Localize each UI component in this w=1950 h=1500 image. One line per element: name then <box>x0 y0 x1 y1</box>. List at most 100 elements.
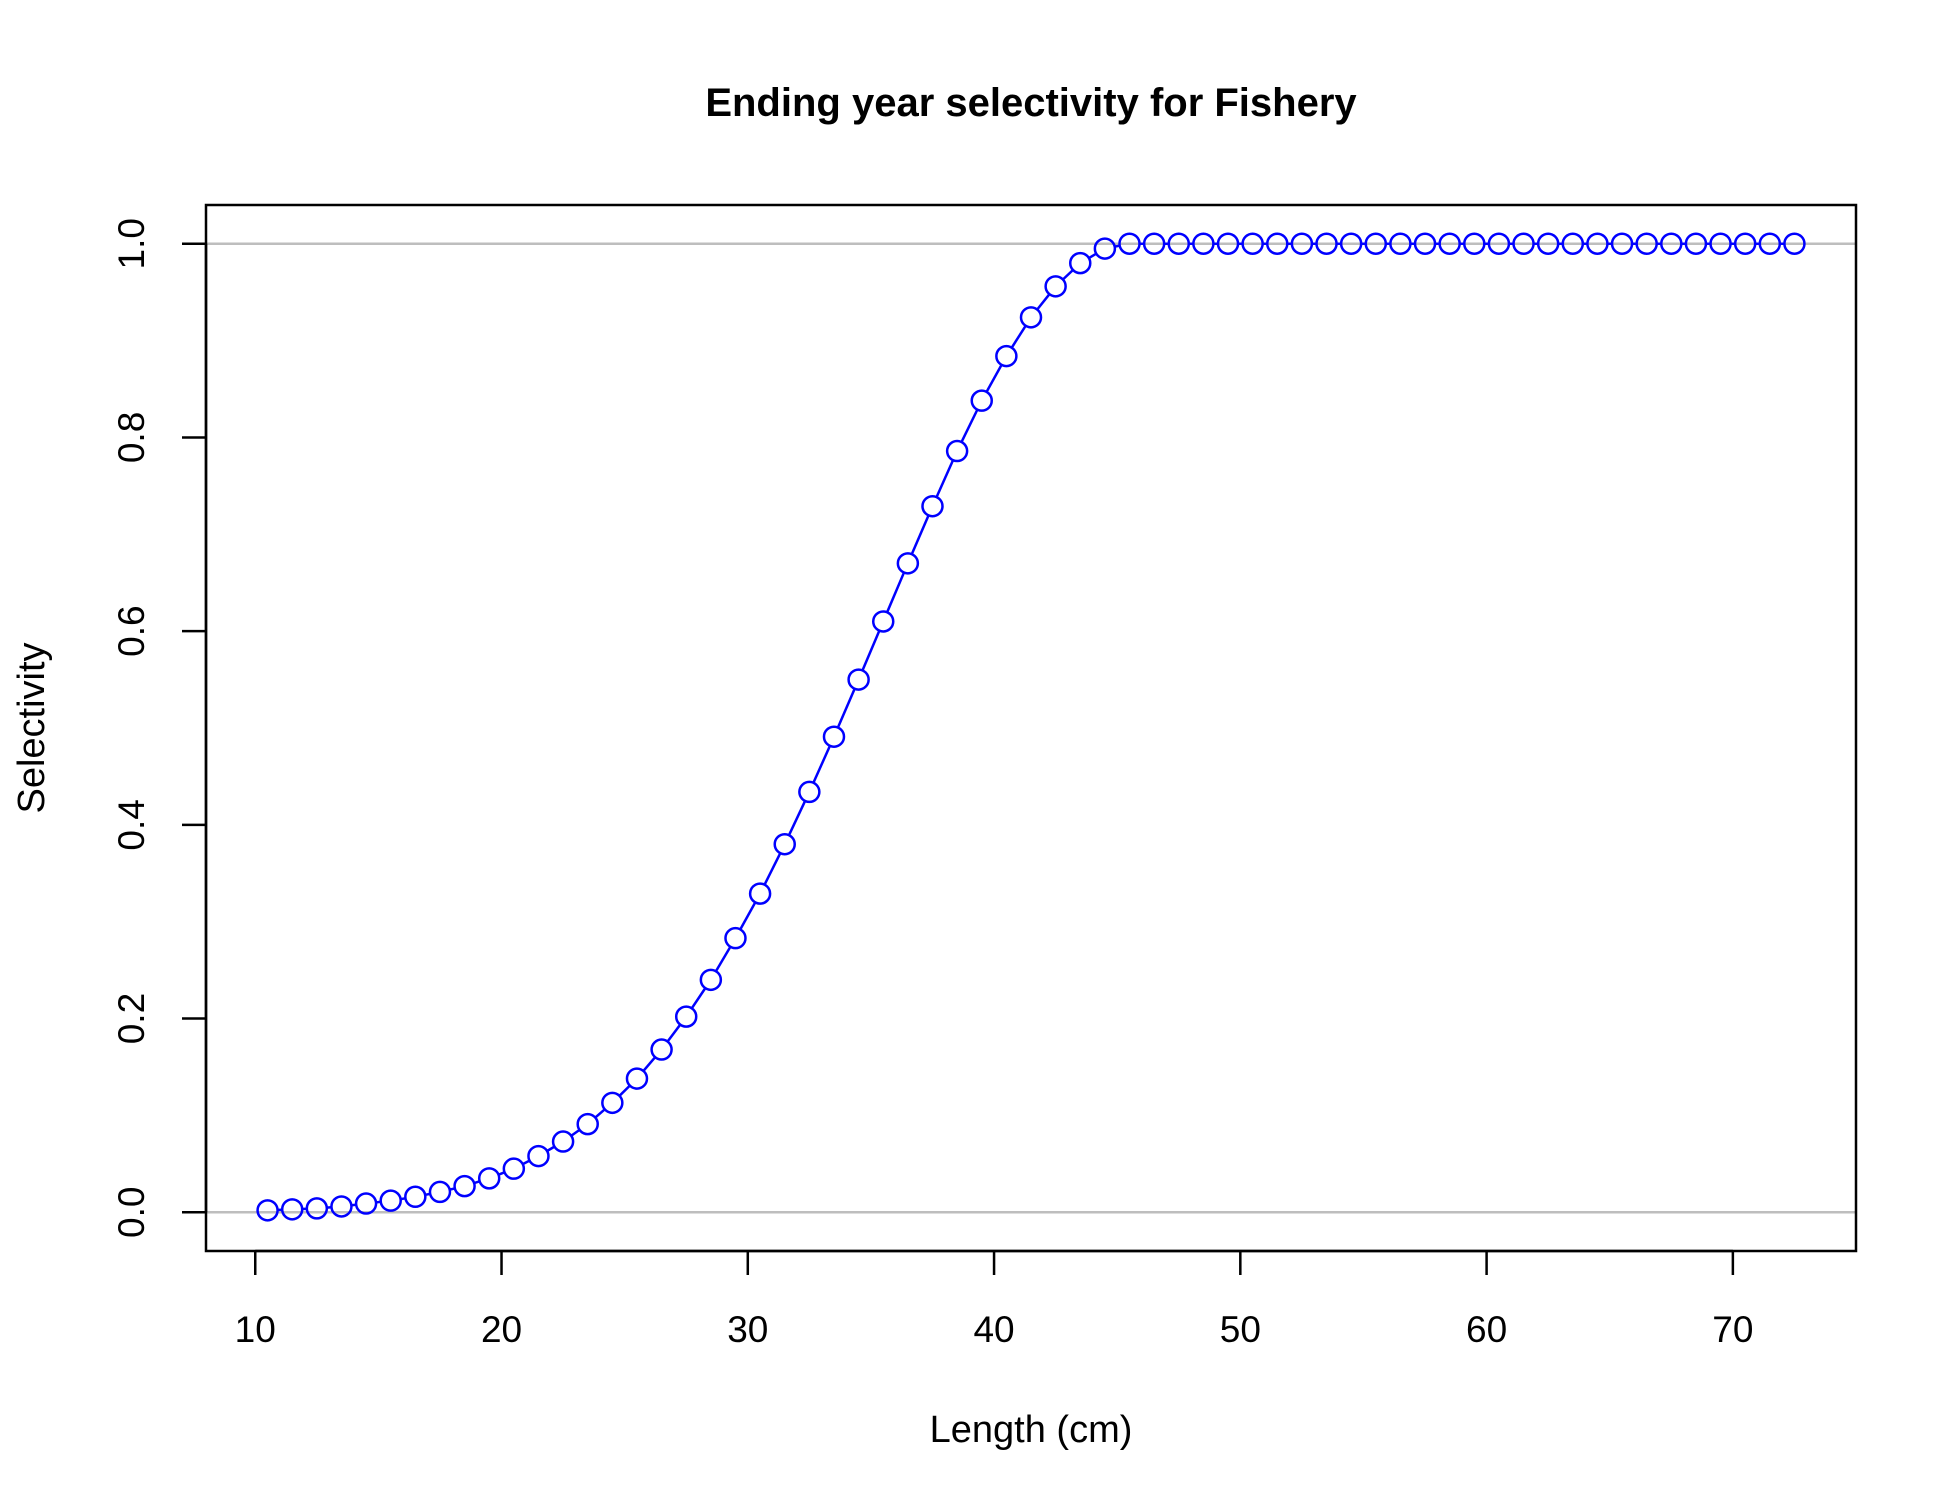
series-segment <box>1062 269 1074 281</box>
data-point <box>354 1192 378 1215</box>
series-segment <box>960 409 979 443</box>
data-point <box>995 344 1018 368</box>
x-axis: 10 20 30 40 50 60 70 <box>235 1249 1753 1350</box>
data-point <box>1783 232 1806 255</box>
series-segment <box>690 987 707 1010</box>
y-axis: 0.0 0.2 0.4 0.6 0.8 1.0 <box>111 218 208 1238</box>
data-point <box>822 725 846 748</box>
series-segment <box>812 745 832 784</box>
series-segment <box>985 364 1003 393</box>
data-point <box>1561 232 1585 255</box>
data-point <box>1684 232 1708 255</box>
data-point <box>1536 232 1560 255</box>
data-point <box>1413 232 1437 255</box>
y-tick-label: 1.0 <box>111 218 152 269</box>
series-layer <box>256 232 1806 1222</box>
data-point <box>1512 232 1535 255</box>
data-point <box>1610 232 1634 255</box>
data-point <box>576 1112 599 1136</box>
data-point <box>1216 232 1240 255</box>
x-tick-label: 50 <box>1220 1309 1261 1350</box>
data-point <box>1290 232 1314 255</box>
data-point <box>773 832 796 856</box>
data-point <box>601 1091 624 1115</box>
data-point <box>748 882 772 905</box>
data-point <box>896 552 920 575</box>
series-segment <box>836 688 856 729</box>
series-segment <box>935 459 955 498</box>
data-point <box>847 668 870 691</box>
series-segment <box>642 1056 657 1072</box>
data-point <box>428 1180 452 1204</box>
data-point <box>379 1189 402 1212</box>
series-segment <box>570 1128 581 1137</box>
data-point <box>330 1195 353 1218</box>
series-segment <box>666 1023 682 1043</box>
data-point <box>1758 232 1782 255</box>
data-point <box>1142 232 1166 255</box>
data-point <box>502 1157 526 1180</box>
data-point <box>1635 232 1658 255</box>
chart-title: Ending year selectivity for Fishery <box>705 81 1357 125</box>
series-segment <box>618 1084 631 1097</box>
y-tick-label: 0.0 <box>111 1187 152 1238</box>
data-point <box>1389 232 1412 255</box>
data-point <box>1241 232 1264 255</box>
x-tick-label: 60 <box>1466 1309 1507 1350</box>
series-segment <box>910 514 930 555</box>
data-point <box>699 968 723 992</box>
series-segment <box>546 1145 556 1153</box>
series-segment <box>763 852 782 886</box>
series-segment <box>522 1159 531 1166</box>
data-point <box>1364 232 1388 255</box>
data-point <box>921 494 944 518</box>
series-segment <box>1010 325 1027 349</box>
data-point <box>477 1167 501 1190</box>
data-point <box>527 1144 550 1168</box>
data-point <box>674 1005 698 1028</box>
data-point <box>404 1185 427 1209</box>
series-segment <box>739 901 757 931</box>
data-point <box>1709 232 1732 255</box>
x-tick-label: 20 <box>481 1309 522 1350</box>
data-point <box>1487 232 1511 255</box>
data-point <box>1660 232 1683 255</box>
data-point <box>1586 232 1609 255</box>
series-segment <box>594 1108 606 1119</box>
data-point <box>1315 232 1338 255</box>
x-tick-label: 10 <box>235 1309 276 1350</box>
data-point <box>798 780 821 804</box>
y-tick-label: 0.4 <box>111 799 152 850</box>
data-point <box>1339 232 1363 255</box>
data-point <box>1463 232 1486 255</box>
data-point <box>280 1198 304 1221</box>
x-tick-label: 30 <box>727 1309 768 1350</box>
y-axis-label: Selectivity <box>11 642 53 813</box>
y-tick-label: 0.2 <box>111 993 152 1044</box>
data-point <box>305 1197 329 1220</box>
data-point <box>1167 232 1191 255</box>
x-axis-label: Length (cm) <box>930 1409 1133 1451</box>
data-point <box>1438 232 1461 255</box>
data-point <box>1093 237 1117 260</box>
data-point <box>551 1130 575 1153</box>
series-segment <box>885 572 906 613</box>
data-point <box>1733 232 1757 255</box>
x-tick-label: 40 <box>973 1309 1014 1350</box>
series-segment <box>714 946 732 972</box>
series-segment <box>1088 252 1097 260</box>
data-point <box>1192 232 1215 255</box>
x-tick-label: 70 <box>1712 1309 1753 1350</box>
series-segment <box>861 630 881 671</box>
data-point <box>1069 251 1092 275</box>
reference-lines <box>206 242 1856 1214</box>
data-point <box>724 926 747 950</box>
data-point <box>1019 306 1043 329</box>
data-point <box>970 389 993 412</box>
data-point <box>650 1038 673 1061</box>
series-segment <box>787 800 807 836</box>
series-segment <box>1036 293 1051 311</box>
data-point <box>871 610 895 633</box>
